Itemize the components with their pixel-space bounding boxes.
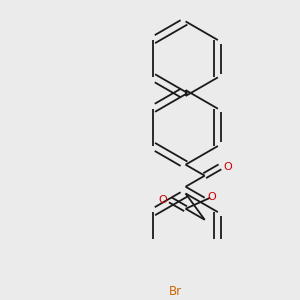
Text: O: O: [158, 195, 167, 205]
Text: Br: Br: [169, 285, 182, 298]
Text: O: O: [207, 192, 216, 202]
Text: O: O: [223, 162, 232, 172]
